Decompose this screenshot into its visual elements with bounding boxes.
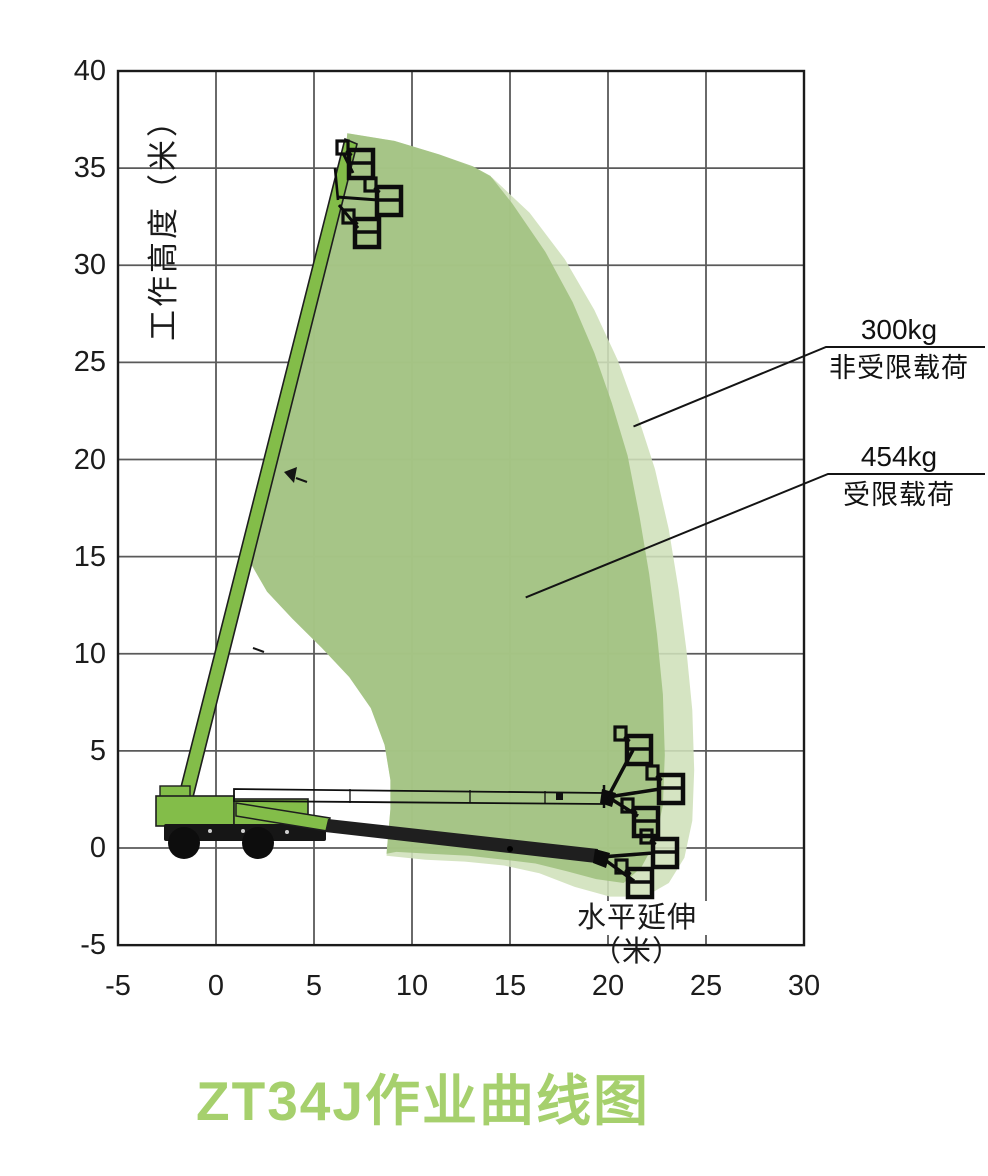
x-tick-label: 30 [787, 970, 821, 1002]
y-tick-label: 30 [73, 249, 106, 282]
annotation-454kg: 454kg 受限载荷 [810, 441, 988, 511]
lowered-boom [325, 819, 598, 863]
x-tick-label: -5 [105, 970, 131, 1002]
x-tick-label: 10 [395, 970, 429, 1002]
y-tick-label: 25 [73, 346, 106, 379]
y-tick-label: 0 [89, 832, 106, 864]
plot-frame [116, 69, 806, 947]
annotation-300kg-value: 300kg [860, 314, 938, 345]
chart-title: ZT34J作业曲线图 [196, 1070, 650, 1132]
leader-line [525, 473, 985, 599]
boom-lift-illustration [155, 137, 683, 897]
x-axis-title: 水平延伸（米） [541, 901, 733, 968]
annotation-300kg: 300kg 非受限载荷 [810, 314, 988, 384]
annotation-leader-lines [525, 346, 985, 599]
x-tick-label: 15 [493, 970, 527, 1002]
envelope-areas [251, 133, 695, 897]
y-axis-title: 工作高度（米） [146, 103, 181, 341]
annotation-454kg-label: 受限载荷 [843, 480, 955, 511]
y-tick-label: 20 [73, 443, 106, 476]
leader-line [633, 346, 985, 428]
inner-envelope [251, 133, 665, 883]
x-tick-label: 0 [207, 970, 225, 1002]
y-tick-label: 5 [89, 734, 106, 767]
x-tick-label: 5 [305, 970, 323, 1002]
y-tick-label: 35 [73, 152, 106, 185]
annotation-454kg-value: 454kg [860, 441, 938, 472]
y-tick-label: 40 [73, 55, 106, 87]
y-tick-label: 15 [73, 540, 106, 573]
x-tick-label: 25 [689, 970, 723, 1002]
y-tick-label: -5 [80, 929, 106, 962]
annotation-300kg-label: 非受限载荷 [829, 353, 969, 384]
y-tick-label: 10 [73, 637, 106, 670]
x-tick-label: 20 [591, 970, 625, 1002]
